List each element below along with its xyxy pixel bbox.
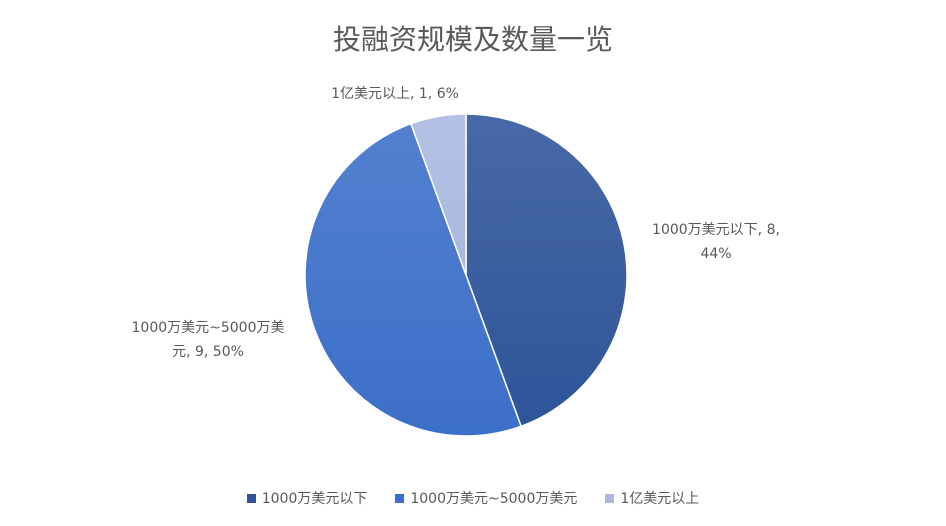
legend-swatch-under-10m (246, 493, 256, 503)
data-label-over-100m-line1: 1亿美元以上, 1, 6% (331, 86, 459, 102)
legend-label-under-10m: 1000万美元以下 (261, 491, 368, 507)
legend-label-10m-50m: 1000万美元~5000万美元 (410, 491, 578, 507)
data-label-under-10m: 1000万美元以下, 8, 44% (636, 218, 796, 266)
data-label-10m-50m: 1000万美元~5000万美 元, 9, 50% (118, 316, 298, 364)
legend-item-over-100m[interactable]: 1亿美元以上 (605, 488, 699, 508)
data-label-over-100m: 1亿美元以上, 1, 6% (310, 82, 480, 106)
data-label-10m-50m-line2: 元, 9, 50% (172, 344, 244, 360)
legend-swatch-over-100m (605, 493, 615, 503)
data-label-under-10m-line2: 44% (700, 246, 732, 262)
chart-title: 投融资规模及数量一览 (332, 23, 613, 56)
legend-item-10m-50m[interactable]: 1000万美元~5000万美元 (395, 488, 577, 508)
legend-label-over-100m: 1亿美元以上 (620, 491, 700, 507)
data-label-10m-50m-line1: 1000万美元~5000万美 (131, 320, 285, 336)
data-label-under-10m-line1: 1000万美元以下, 8, (652, 222, 780, 238)
pie-slice-10m-50m[interactable] (304, 122, 523, 437)
legend: 1000万美元以下 1000万美元~5000万美元 1亿美元以上 (0, 488, 946, 508)
pie-slice-over-100m[interactable] (409, 113, 467, 276)
pie-slice-under-10m[interactable] (465, 113, 628, 428)
legend-swatch-10m-50m (395, 493, 405, 503)
legend-item-under-10m[interactable]: 1000万美元以下 (246, 488, 368, 508)
